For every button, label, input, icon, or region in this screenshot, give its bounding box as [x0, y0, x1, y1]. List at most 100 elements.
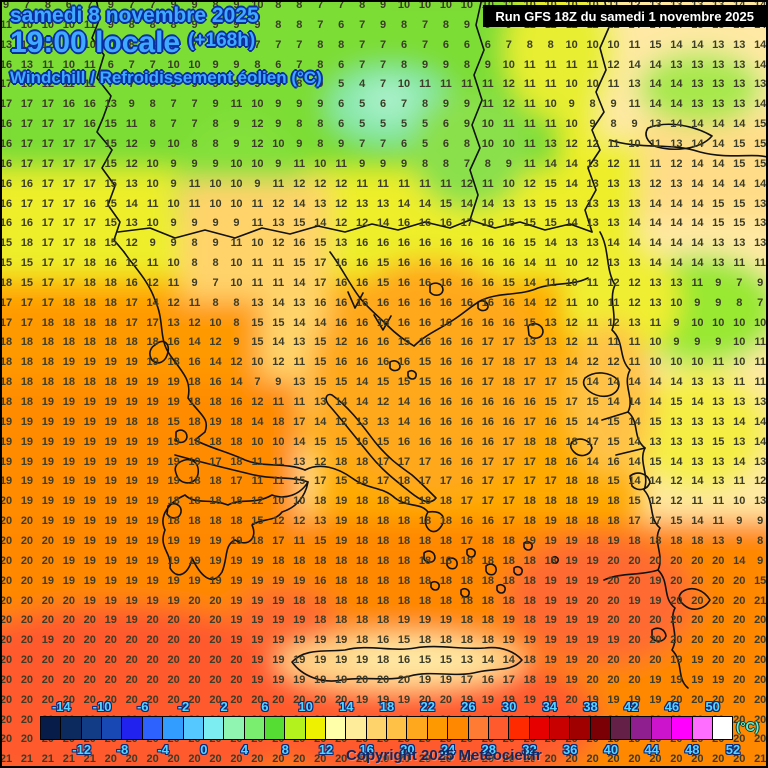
- temp-value: 19: [251, 654, 264, 667]
- temp-value: 11: [356, 177, 368, 190]
- temp-value: 19: [251, 673, 264, 686]
- temp-value: 13: [293, 376, 306, 389]
- temp-value: 16: [335, 316, 348, 329]
- temp-value: 13: [733, 237, 746, 250]
- temp-value: 18: [356, 495, 369, 508]
- temp-value: 9: [170, 157, 177, 170]
- temp-value: 19: [523, 693, 536, 706]
- legend-tick-label: -2: [177, 699, 190, 714]
- temp-value: 18: [481, 634, 494, 647]
- temp-value: 18: [481, 554, 494, 567]
- legend-cell: [223, 716, 245, 740]
- temp-value: 13: [670, 435, 683, 448]
- temp-value: 13: [293, 296, 306, 309]
- temp-value: 18: [586, 534, 599, 547]
- legend-tick-label: 14: [339, 699, 354, 714]
- temp-value: 11: [733, 475, 746, 488]
- legend-cell: [426, 716, 449, 740]
- temp-value: 14: [670, 237, 683, 250]
- temp-value: 15: [544, 197, 557, 210]
- temp-value: 19: [523, 534, 536, 547]
- temp-value: 14: [691, 237, 704, 250]
- temp-value: 15: [754, 137, 767, 150]
- temp-value: 12: [586, 257, 599, 270]
- temp-value: 20: [41, 554, 55, 567]
- temp-value: 17: [41, 197, 55, 210]
- temp-value: 18: [356, 515, 369, 528]
- temp-value: 16: [356, 316, 369, 329]
- temp-value: 19: [167, 534, 180, 547]
- temp-value: 9: [191, 157, 198, 170]
- temp-value: 17: [293, 415, 306, 428]
- temp-value: 18: [314, 594, 327, 607]
- temp-value: 18: [104, 376, 117, 389]
- temp-value: 17: [230, 475, 243, 488]
- temp-value: 20: [62, 673, 75, 686]
- temp-value: 15: [607, 475, 620, 488]
- temp-value: 16: [397, 435, 411, 448]
- temp-value: 20: [670, 753, 683, 766]
- temp-value: 14: [272, 296, 285, 309]
- temp-value: 9: [107, 18, 114, 31]
- temp-value: 18: [230, 455, 243, 468]
- temp-value: 5: [380, 118, 387, 131]
- temp-value: 10: [272, 137, 285, 150]
- temp-value: 14: [733, 118, 746, 131]
- temp-value: 18: [146, 415, 159, 428]
- temp-value: 12: [230, 356, 243, 369]
- temp-value: 20: [62, 693, 75, 706]
- temp-value: 20: [754, 693, 767, 706]
- temp-value: 16: [418, 415, 432, 428]
- temp-value: 14: [607, 396, 620, 408]
- temp-value: 13: [293, 336, 306, 349]
- legend-cell: [40, 716, 62, 740]
- temp-value: 18: [523, 673, 536, 686]
- temp-value: 10: [481, 137, 494, 150]
- temp-value: 15: [293, 475, 306, 488]
- temp-value: 19: [607, 534, 620, 547]
- temp-value: 15: [0, 257, 13, 270]
- temp-value: 18: [523, 495, 536, 508]
- temp-value: 11: [691, 276, 704, 289]
- temp-value: 9: [736, 515, 743, 528]
- temp-value: 13: [544, 336, 557, 349]
- temp-value: 13: [712, 376, 725, 389]
- temp-value: 18: [523, 554, 536, 567]
- temp-value: 10: [146, 177, 159, 190]
- legend-color-bar: [40, 716, 734, 740]
- temp-value: 15: [523, 237, 536, 250]
- temp-value: 11: [419, 177, 431, 190]
- temp-value: 17: [502, 673, 515, 686]
- temp-value: 11: [607, 296, 620, 309]
- temp-value: 17: [62, 237, 75, 250]
- temp-value: 18: [460, 574, 474, 587]
- legend-cell: [447, 716, 469, 740]
- temp-value: 11: [607, 137, 620, 150]
- temp-value: 18: [41, 336, 55, 349]
- temp-value: 18: [502, 356, 515, 369]
- temp-value: 12: [314, 455, 327, 468]
- temp-value: 11: [523, 98, 536, 111]
- temp-value: 19: [104, 614, 117, 627]
- temp-value: 11: [188, 296, 201, 309]
- temp-value: 10: [670, 356, 683, 369]
- temp-value: 20: [565, 693, 578, 706]
- temp-value: 19: [209, 574, 222, 587]
- temp-value: 15: [670, 515, 683, 528]
- temp-value: 16: [167, 336, 180, 349]
- temp-value: 17: [125, 316, 138, 329]
- temp-value: 11: [565, 58, 578, 71]
- temp-value: 20: [733, 634, 746, 647]
- temp-value: 14: [691, 257, 704, 270]
- temp-value: 8: [296, 78, 303, 91]
- temp-value: 19: [62, 515, 75, 528]
- temp-value: 8: [484, 157, 491, 170]
- temp-value: 19: [20, 435, 34, 448]
- temp-value: 10: [733, 336, 746, 349]
- temp-value: 10: [272, 495, 285, 508]
- temp-value: 18: [376, 515, 390, 528]
- temp-value: 18: [649, 534, 662, 547]
- temp-value: 11: [272, 276, 285, 289]
- temp-value: 20: [41, 614, 55, 627]
- legend-cell: [162, 716, 184, 740]
